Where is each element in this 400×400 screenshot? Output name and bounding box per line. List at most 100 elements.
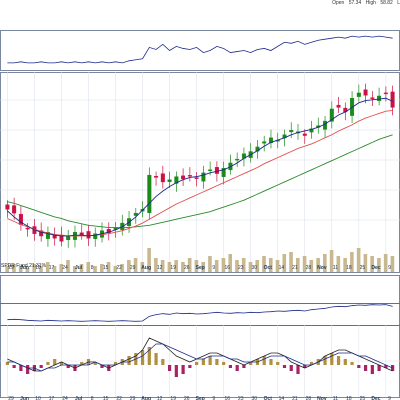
x-tick-label-bottom: 17 xyxy=(49,396,55,400)
volume-bar xyxy=(133,258,138,272)
x-tick-label-bottom: 10 xyxy=(35,396,41,400)
volume-bar xyxy=(39,266,43,272)
volume-bar xyxy=(140,262,145,272)
bottom-date-axis: 29 Jun 10 17 24 Jul 8 15 22 29 Aug 12 19 26 Sep 9 16 23 30… xyxy=(8,396,391,400)
macd-hist-bar xyxy=(282,365,287,368)
macd-hist-bar xyxy=(113,362,118,365)
candle-body xyxy=(201,172,206,182)
candle-body xyxy=(302,133,307,136)
volume-bar xyxy=(72,266,77,272)
x-tick-label: 29 xyxy=(130,265,136,271)
x-tick-label: Jun xyxy=(20,265,29,271)
macd-signal-line xyxy=(7,343,393,372)
header-extra: L xyxy=(397,0,400,6)
x-tick-label-bottom: 18 xyxy=(346,396,352,400)
x-tick-label-bottom: 23 xyxy=(238,396,244,400)
volume-bar xyxy=(289,252,293,272)
high-label: High xyxy=(365,0,376,6)
volume-bar xyxy=(228,254,233,272)
candle-body xyxy=(383,92,388,95)
panel-frame-2 xyxy=(0,275,400,304)
volume-bar xyxy=(174,260,178,272)
x-tick-label: 10 xyxy=(35,265,41,271)
volume-bar xyxy=(221,258,226,272)
volume-bar xyxy=(377,258,381,272)
candle-body xyxy=(235,158,240,161)
macd-hist-bar xyxy=(100,365,104,368)
candle-body xyxy=(45,231,50,239)
candle-body xyxy=(208,169,213,171)
macd-hist-bar xyxy=(147,347,151,365)
volume-bar xyxy=(390,256,395,272)
x-tick-label: 25 xyxy=(360,265,366,271)
candle-body xyxy=(336,104,341,108)
x-tick-label-bottom: Dec xyxy=(371,396,380,400)
candle-body xyxy=(12,205,17,214)
volume-bar xyxy=(208,256,212,272)
macd-hist-bar xyxy=(377,365,381,371)
x-tick-label-bottom: 25 xyxy=(360,396,366,400)
x-tick-label-bottom: 22 xyxy=(116,396,122,400)
macd-hist-bar xyxy=(357,365,361,368)
volume-bar xyxy=(248,262,253,272)
high-value: 58.82 xyxy=(380,0,393,6)
x-tick-label-bottom: 24 xyxy=(62,396,68,400)
volume-bar xyxy=(113,266,118,272)
macd-hist-bar xyxy=(167,365,172,371)
volume-bar xyxy=(356,248,361,272)
volume-bar xyxy=(383,254,388,272)
macd-hist-bar xyxy=(222,362,226,365)
candle-body xyxy=(214,167,219,174)
ohlc-header: Open 57.34 High 58.82 L xyxy=(329,0,400,6)
x-tick-label: 21 xyxy=(292,265,298,271)
x-tick-label-bottom: 19 xyxy=(170,396,176,400)
macd-hist-bar xyxy=(269,359,273,365)
volume-bar xyxy=(255,260,260,272)
macd-hist-bar xyxy=(195,362,199,365)
x-tick-label: 8 xyxy=(91,265,94,271)
candle-body xyxy=(370,97,375,99)
volume-bar xyxy=(100,264,104,272)
volume-bar xyxy=(302,256,307,272)
volume-bar xyxy=(45,262,50,272)
open-label: Open xyxy=(332,0,345,6)
macd-hist-bar xyxy=(80,362,84,365)
x-tick-label: 9 xyxy=(388,265,391,271)
x-tick-label-bottom: 8 xyxy=(91,396,94,400)
volume-bar xyxy=(268,258,273,272)
candle-body xyxy=(194,177,199,179)
volume-bar xyxy=(329,250,334,272)
mid-indicator-line xyxy=(7,304,393,322)
x-tick-label-bottom: 21 xyxy=(292,396,298,400)
volume-bar xyxy=(79,264,84,272)
ma-fast-line xyxy=(7,97,393,237)
x-tick-label: Jul xyxy=(75,265,83,271)
x-tick-label-bottom: 16 xyxy=(224,396,230,400)
x-tick-label: 30 xyxy=(252,265,258,271)
x-tick-label-bottom: 9 xyxy=(212,396,215,400)
x-tick-label: 29 xyxy=(8,265,14,271)
candle-body xyxy=(329,108,334,122)
macd-hist-bar xyxy=(384,365,388,368)
macd-hist-bar xyxy=(309,362,314,365)
top-indicator-panel xyxy=(7,35,393,64)
macd-hist-bar xyxy=(323,356,327,365)
macd-hist-bar xyxy=(228,365,233,368)
x-tick-label-bottom: Jul xyxy=(75,396,83,400)
macd-hist-bar xyxy=(26,365,30,374)
volume-bar xyxy=(214,260,219,272)
volume-bar xyxy=(316,258,320,272)
volume-bar xyxy=(241,258,246,272)
macd-hist-bar xyxy=(262,356,266,365)
volume-bar xyxy=(160,260,165,272)
mid-indicator-panel xyxy=(7,304,393,322)
macd-hist-bar xyxy=(46,362,50,365)
x-tick-label: Aug xyxy=(141,265,151,271)
macd-hist-bar xyxy=(235,365,239,371)
macd-hist-bar xyxy=(59,362,64,365)
volume-bar xyxy=(106,262,111,272)
macd-hist-bar xyxy=(188,365,192,368)
candle-body xyxy=(363,89,368,96)
x-tick-label-bottom: Sep xyxy=(196,396,205,400)
x-tick-label: Dec xyxy=(371,265,380,271)
